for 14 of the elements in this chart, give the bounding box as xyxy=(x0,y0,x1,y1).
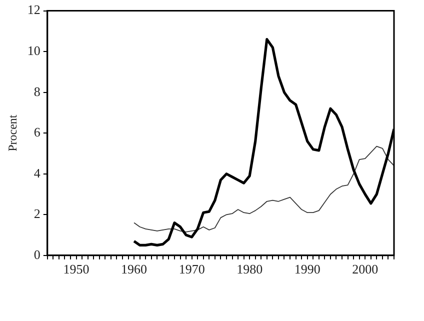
y-axis-title: Procent xyxy=(5,114,20,152)
x-tick-label: 2000 xyxy=(352,262,378,277)
x-tick-label: 1970 xyxy=(178,262,205,277)
y-tick-label: 0 xyxy=(34,246,40,262)
y-tick-label: 2 xyxy=(34,206,40,222)
y-tick-label: 4 xyxy=(34,165,41,180)
x-tick-label: 1950 xyxy=(63,262,90,277)
x-tick-label: 1990 xyxy=(294,262,320,277)
x-tick-label: 1980 xyxy=(236,262,263,277)
y-tick-label: 8 xyxy=(34,84,40,99)
y-tick-label: 10 xyxy=(27,42,40,58)
y-tick-label: 6 xyxy=(34,124,41,140)
y-tick-label: 12 xyxy=(27,2,40,18)
x-tick-label: 1960 xyxy=(121,262,148,277)
